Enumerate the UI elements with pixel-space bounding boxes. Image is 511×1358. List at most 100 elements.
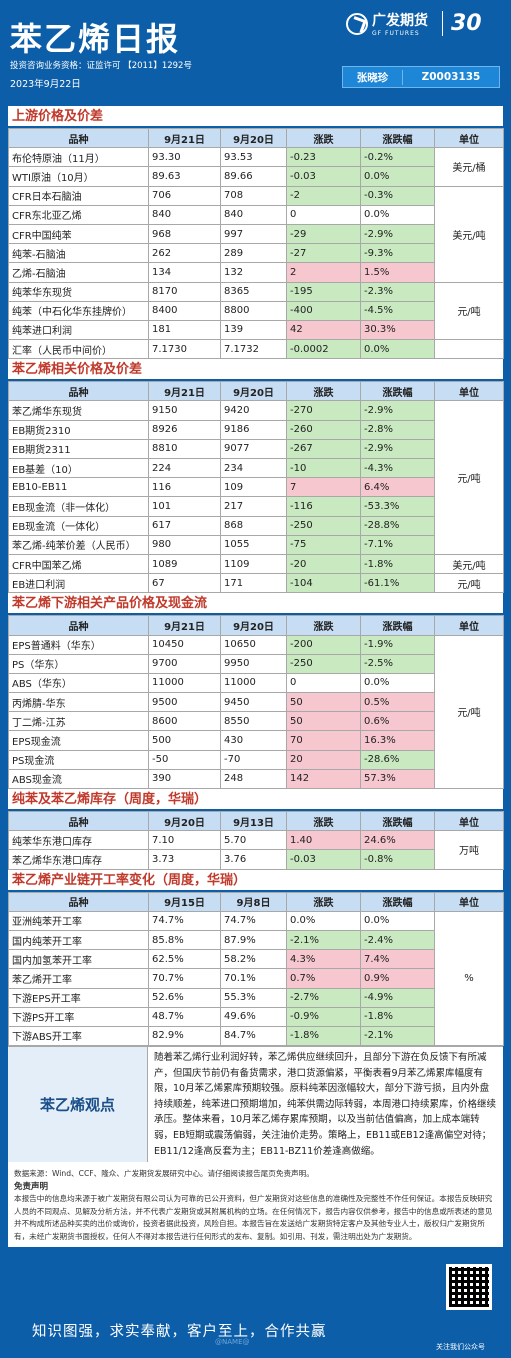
table-row: 纯苯进口利润 181 139 42 30.3% (8, 319, 504, 341)
cell-b: 868 (220, 515, 287, 536)
cell-a: 706 (148, 185, 221, 206)
cell-b: 430 (220, 730, 287, 751)
cell-b: 5.70 (220, 830, 287, 851)
slogan: 知识图强，求实奉献，客户至上，合作共赢 (32, 1324, 327, 1340)
table-row: 苯乙烯华东港口库存 3.73 3.76 -0.03 -0.8% (8, 849, 504, 870)
column-header: 9月20日 (220, 127, 287, 149)
row-label: CFR东北亚乙烯 (8, 204, 149, 225)
section-title: 苯乙烯下游相关产品价格及现金流 (8, 593, 503, 616)
table-header-row: 品种 9月15日 9月8日 涨跌 涨跌幅 单位 (8, 891, 504, 912)
cell-pct: -2.9% (360, 223, 435, 245)
column-header: 品种 (8, 891, 149, 912)
cell-chg: -200 (286, 634, 361, 655)
footer-bar: 知识图强，求实奉献，客户至上，合作共赢 @NAME@ 关注我们公众号 (0, 1264, 511, 1358)
cell-a: 116 (148, 477, 221, 498)
column-header: 9月15日 (148, 891, 221, 912)
cell-a: 8600 (148, 711, 221, 732)
cell-pct: -0.3% (360, 185, 435, 206)
cell-chg: -0.9% (286, 1006, 361, 1027)
cell-b: 708 (220, 185, 287, 206)
row-label: 下游PS开工率 (8, 1006, 149, 1027)
cell-chg: 7 (286, 477, 361, 498)
cell-a: 82.9% (148, 1025, 221, 1047)
cell-chg: -250 (286, 515, 361, 536)
cell-chg: -0.0002 (286, 339, 361, 360)
cell-b: 74.7% (220, 910, 287, 931)
column-header: 品种 (8, 810, 149, 832)
row-label: 下游EPS开工率 (8, 987, 149, 1008)
row-label: PS现金流 (8, 749, 149, 770)
table-header-row: 品种 9月21日 9月20日 涨跌 涨跌幅 单位 (8, 127, 504, 149)
cell-chg: 50 (286, 692, 361, 713)
report-title: 苯乙烯日报 (10, 20, 181, 58)
table-row: 下游PS开工率 48.7% 49.6% -0.9% -1.8% (8, 1006, 504, 1027)
table-row: CFR东北亚乙烯 840 840 0 0.0% (8, 204, 504, 225)
market-view: 苯乙烯观点 随着苯乙烯行业利润好转，苯乙烯供应继续回升，且部分下游在负反馈下有所减… (8, 1046, 503, 1163)
cell-b: 49.6% (220, 1006, 287, 1027)
row-label: EPS普通料（华东） (8, 634, 149, 655)
cell-chg: -0.03 (286, 849, 361, 870)
cell-a: 8926 (148, 419, 221, 440)
cell-a: 10450 (148, 634, 221, 655)
unit-cell: 万吨 (434, 830, 504, 870)
cell-chg: -260 (286, 419, 361, 440)
table-row: EB基差（10） 224 234 -10 -4.3% (8, 457, 504, 479)
row-label: EB10-EB11 (8, 477, 149, 498)
cell-chg: 70 (286, 730, 361, 751)
cell-a: 1089 (148, 553, 221, 575)
cell-pct: 1.5% (360, 262, 435, 283)
table-row: 亚洲纯苯开工率 74.7% 74.7% 0.0% 0.0%% (8, 910, 504, 1047)
column-header: 9月8日 (220, 891, 287, 912)
cell-pct: 0.0% (360, 339, 435, 360)
table-row: 苯乙烯开工率 70.7% 70.1% 0.7% 0.9% (8, 968, 504, 989)
cell-b: 139 (220, 319, 287, 341)
cell-a: 70.7% (148, 968, 221, 989)
view-text: 随着苯乙烯行业利润好转，苯乙烯供应继续回升，且部分下游在负反馈下有所减产，但国庆… (154, 1052, 497, 1157)
cell-chg: 4.3% (286, 949, 361, 970)
row-label: 下游ABS开工率 (8, 1025, 149, 1047)
cell-a: 617 (148, 515, 221, 536)
column-header: 涨跌幅 (360, 891, 435, 912)
cell-a: 74.7% (148, 910, 221, 931)
row-label: 苯乙烯华东现货 (8, 400, 149, 421)
row-label: EB基差（10） (8, 457, 149, 479)
cell-a: 840 (148, 204, 221, 225)
cell-pct: 0.6% (360, 711, 435, 732)
row-label: 苯乙烯华东港口库存 (8, 849, 149, 870)
cell-chg: -2.7% (286, 987, 361, 1008)
table-row: EB现金流（一体化） 617 868 -250 -28.8% (8, 515, 504, 536)
cell-b: 8365 (220, 281, 287, 302)
cell-a: 181 (148, 319, 221, 341)
company-logo: 广发期货 GF FUTURES 30 (346, 10, 482, 37)
cell-b: 997 (220, 223, 287, 245)
disclaimer-text: 本报告中的信息均来源于被广发期货有限公司认为可靠的已公开资料，但广发期货对这些信… (14, 1194, 493, 1241)
row-label: 纯苯华东现货 (8, 281, 149, 302)
table-header-row: 品种 9月21日 9月20日 涨跌 涨跌幅 单位 (8, 381, 504, 402)
cell-a: 9150 (148, 400, 221, 421)
table-row: 布伦特原油（11月） 93.30 93.53 -0.23 -0.2% 美元/桶 (8, 147, 504, 187)
cell-chg: 20 (286, 749, 361, 770)
table-row: 汇率（人民币中间价） 7.1730 7.1732 -0.0002 0.0% (8, 339, 504, 360)
row-label: CFR中国纯苯 (8, 223, 149, 245)
row-label: PS（华东） (8, 653, 149, 674)
cell-pct: 0.0% (360, 204, 435, 225)
table-row: 苯乙烯华东现货 9150 9420 -270 -2.9% 元/吨 (8, 400, 504, 555)
table-row: 国内加氢苯开工率 62.5% 58.2% 4.3% 7.4% (8, 949, 504, 970)
row-label: EB期货2310 (8, 419, 149, 440)
cell-chg: 0.0% (286, 910, 361, 931)
row-label: 纯苯（中石化华东挂牌价） (8, 300, 149, 321)
column-header: 单位 (434, 127, 504, 149)
cell-a: -50 (148, 749, 221, 770)
cell-b: 8800 (220, 300, 287, 321)
cell-a: 85.8% (148, 929, 221, 951)
cell-chg: -75 (286, 534, 361, 555)
cell-chg: -29 (286, 223, 361, 245)
column-header: 单位 (434, 381, 504, 402)
cell-pct: -4.9% (360, 987, 435, 1008)
table-row: CFR中国纯苯 968 997 -29 -2.9% (8, 223, 504, 245)
cell-pct: -1.8% (360, 1006, 435, 1027)
row-label: 苯乙烯开工率 (8, 968, 149, 989)
section-title: 纯苯及苯乙烯库存（周度，华瑞） (8, 789, 503, 811)
cell-b: 70.1% (220, 968, 287, 989)
cell-pct: -2.5% (360, 653, 435, 674)
